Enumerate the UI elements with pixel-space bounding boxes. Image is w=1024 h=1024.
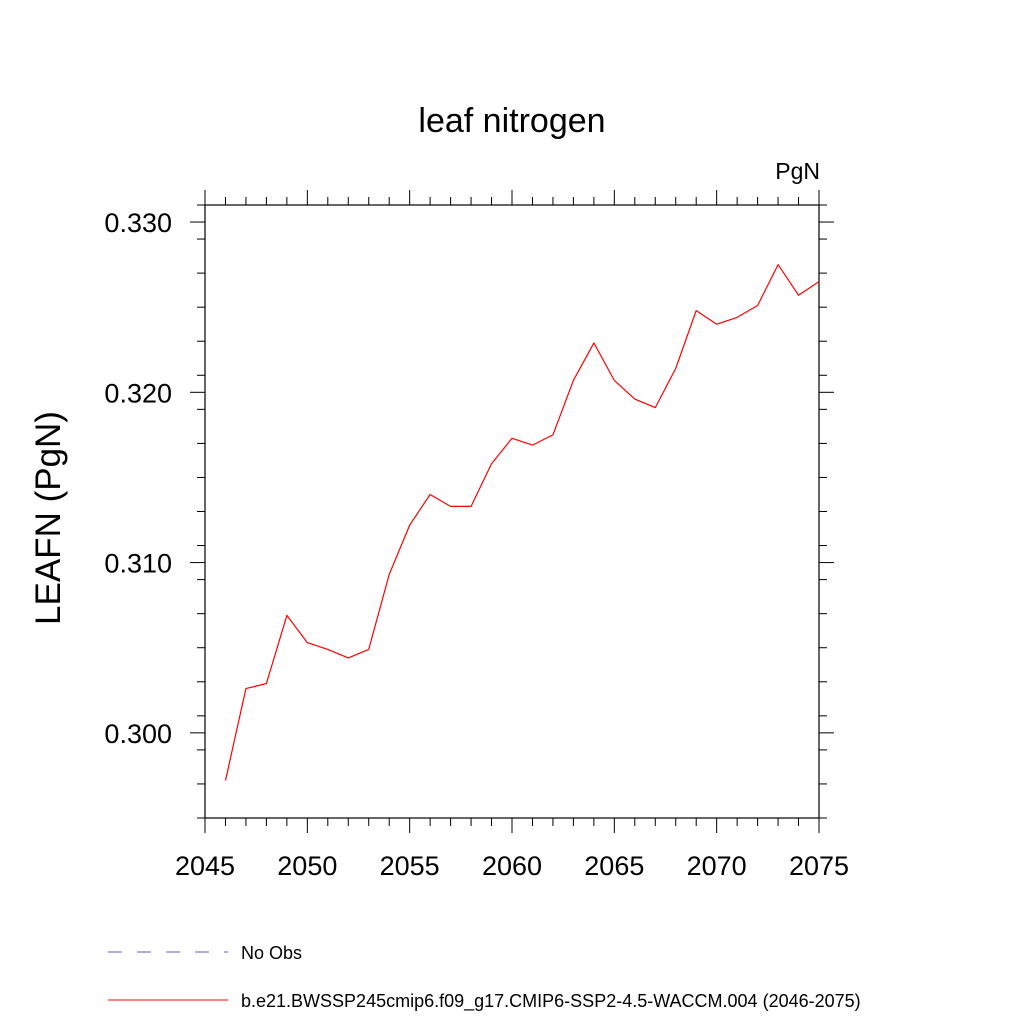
x-tick-label: 2075 bbox=[789, 851, 849, 881]
plot-frame bbox=[204, 204, 820, 819]
x-tick-label: 2045 bbox=[175, 851, 235, 881]
series-layer bbox=[224, 264, 820, 781]
x-tick-label: 2050 bbox=[277, 851, 337, 881]
y-tick-label: 0.310 bbox=[104, 549, 172, 579]
legend-label-no-obs: No Obs bbox=[241, 943, 302, 963]
units-label: PgN bbox=[775, 158, 820, 184]
y-tick-label: 0.300 bbox=[104, 719, 172, 749]
chart-title: leaf nitrogen bbox=[418, 102, 605, 140]
y-axis-label: LEAFN (PgN) bbox=[29, 411, 68, 625]
y-tick-label: 0.330 bbox=[104, 208, 172, 238]
legend: No Obs b.e21.BWSSP245cmip6.f09_g17.CMIP6… bbox=[108, 943, 861, 1012]
series-line bbox=[224, 264, 820, 781]
y-tick-label: 0.320 bbox=[104, 378, 172, 408]
axes: 2045 2050 2055 2060 2065 2070 2075 0.300 0.310 0.… bbox=[104, 190, 849, 881]
x-tick-label: 2070 bbox=[687, 851, 747, 881]
x-tick-label: 2055 bbox=[380, 851, 440, 881]
legend-label-model: b.e21.BWSSP245cmip6.f09_g17.CMIP6-SSP2-4… bbox=[241, 991, 861, 1012]
x-tick-label: 2060 bbox=[482, 851, 542, 881]
x-tick-label: 2065 bbox=[584, 851, 644, 881]
